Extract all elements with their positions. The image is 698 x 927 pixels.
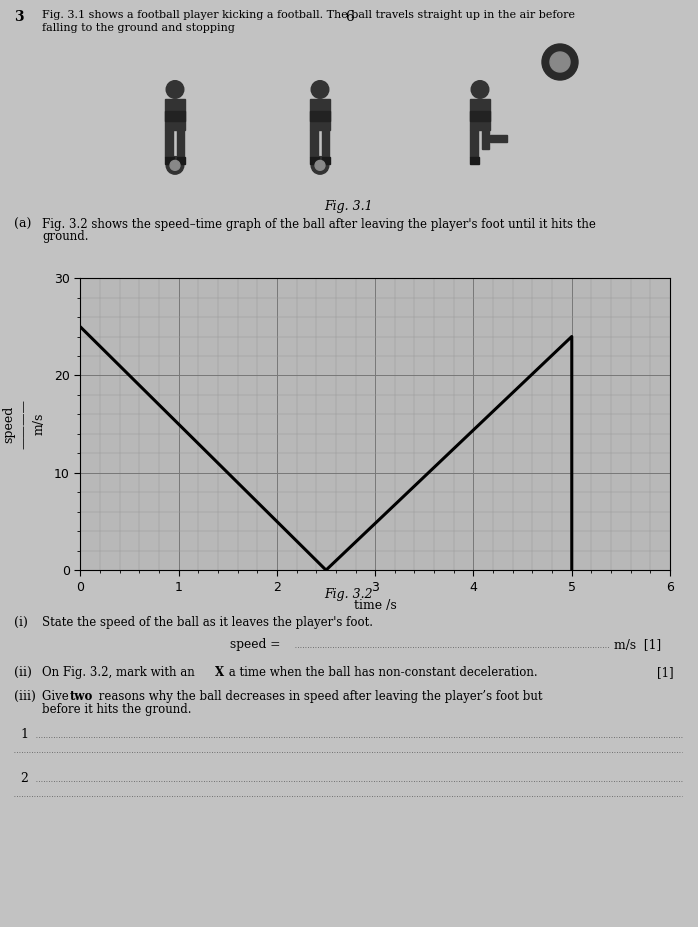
Text: 3: 3 xyxy=(14,10,24,24)
Text: a time when the ball has non-constant deceleration.: a time when the ball has non-constant de… xyxy=(225,667,537,679)
Text: 1: 1 xyxy=(20,728,28,741)
Text: (ii): (ii) xyxy=(14,667,32,679)
Bar xyxy=(489,135,507,142)
Text: Fig. 3.2: Fig. 3.2 xyxy=(325,588,373,601)
Bar xyxy=(470,111,489,121)
Text: m/s  [1]: m/s [1] xyxy=(614,638,661,651)
Circle shape xyxy=(550,52,570,72)
Text: before it hits the ground.: before it hits the ground. xyxy=(42,703,191,716)
Circle shape xyxy=(471,81,489,98)
Circle shape xyxy=(170,160,180,171)
Bar xyxy=(311,99,329,130)
Text: Fig. 3.2 shows the speed–time graph of the ball after leaving the player's foot : Fig. 3.2 shows the speed–time graph of t… xyxy=(42,218,596,231)
Circle shape xyxy=(311,81,329,98)
Text: (a): (a) xyxy=(14,218,31,231)
Text: speed =: speed = xyxy=(230,638,284,651)
Text: (i): (i) xyxy=(14,616,28,629)
Bar xyxy=(482,130,489,149)
Bar xyxy=(322,130,329,157)
Bar xyxy=(165,111,185,121)
Bar xyxy=(322,157,330,164)
Circle shape xyxy=(542,44,578,80)
Bar xyxy=(311,157,319,164)
Bar xyxy=(311,111,329,121)
Text: X: X xyxy=(215,667,224,679)
Text: 2: 2 xyxy=(20,772,28,785)
Text: Give: Give xyxy=(42,690,73,703)
Circle shape xyxy=(315,160,325,171)
Text: two: two xyxy=(70,690,94,703)
Text: On Fig. 3.2, mark with an: On Fig. 3.2, mark with an xyxy=(42,667,198,679)
Circle shape xyxy=(166,81,184,98)
Bar xyxy=(177,130,184,157)
Bar xyxy=(470,130,478,157)
Text: [1]: [1] xyxy=(657,667,674,679)
Bar xyxy=(470,99,489,130)
Circle shape xyxy=(166,157,184,174)
Bar xyxy=(165,130,173,157)
Bar xyxy=(165,99,185,130)
Circle shape xyxy=(311,157,329,174)
Text: 6: 6 xyxy=(345,10,353,24)
Text: ground.: ground. xyxy=(42,230,89,243)
Text: (iii): (iii) xyxy=(14,690,36,703)
Text: Fig. 3.1 shows a football player kicking a football. The ball travels straight u: Fig. 3.1 shows a football player kicking… xyxy=(42,10,575,20)
Text: State the speed of the ball as it leaves the player's foot.: State the speed of the ball as it leaves… xyxy=(42,616,373,629)
Bar xyxy=(165,157,174,164)
Text: Fig. 3.1: Fig. 3.1 xyxy=(325,200,373,213)
Bar xyxy=(311,130,318,157)
Text: falling to the ground and stopping: falling to the ground and stopping xyxy=(42,23,235,33)
Y-axis label: speed
————
m/s: speed ———— m/s xyxy=(3,400,45,449)
Text: reasons why the ball decreases in speed after leaving the player’s foot but: reasons why the ball decreases in speed … xyxy=(95,690,542,703)
Bar xyxy=(470,157,479,164)
Bar xyxy=(177,157,185,164)
X-axis label: time /s: time /s xyxy=(354,599,396,612)
